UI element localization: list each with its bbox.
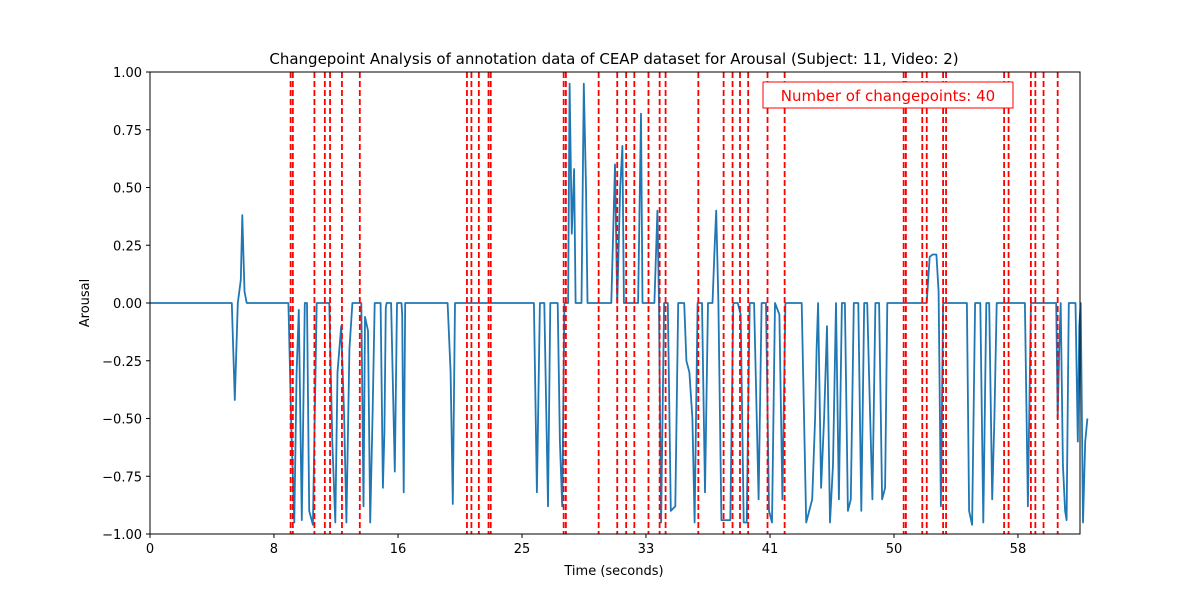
plot-area <box>149 71 1089 535</box>
x-tick-label: 41 <box>762 542 779 557</box>
x-tick-label: 50 <box>886 542 903 557</box>
y-tick-label: −1.00 <box>102 528 142 543</box>
y-tick-label: 0.25 <box>113 239 142 254</box>
x-tick-label: 33 <box>638 542 655 557</box>
y-tick-label: −0.25 <box>102 355 142 370</box>
y-axis: −1.00 −0.75 −0.50 −0.25 0.00 0.25 0.50 0.75 1.00 <box>102 66 150 543</box>
x-tick-label: 58 <box>1010 542 1027 557</box>
y-tick-label: 1.00 <box>113 66 142 81</box>
y-tick-label: 0.00 <box>113 297 142 312</box>
y-tick-label: −0.75 <box>102 470 142 485</box>
y-axis-label: Arousal <box>78 279 93 328</box>
changepoint-count-annotation: Number of changepoints: 40 <box>762 81 1014 109</box>
x-axis-label: Time (seconds) <box>563 564 663 579</box>
y-tick-label: 0.75 <box>113 124 142 139</box>
annotation-text: Number of changepoints: 40 <box>781 87 995 105</box>
y-tick-label: −0.50 <box>102 413 142 428</box>
y-tick-label: 0.50 <box>113 182 142 197</box>
x-tick-label: 8 <box>270 542 278 557</box>
x-tick-label: 16 <box>390 542 407 557</box>
series-line-0 <box>150 82 1089 526</box>
x-tick-label: 25 <box>514 542 531 557</box>
x-axis: 0 8 16 25 33 41 50 58 <box>146 534 1026 557</box>
chart-title: Changepoint Analysis of annotation data … <box>269 50 958 68</box>
annotation-box <box>762 81 1014 109</box>
x-tick-label: 0 <box>146 542 154 557</box>
